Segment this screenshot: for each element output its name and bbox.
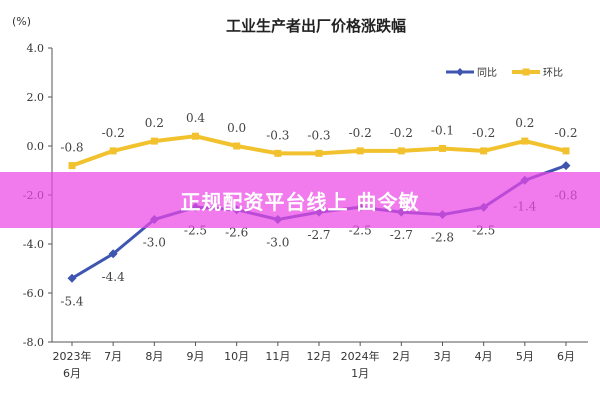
data-point (192, 132, 199, 140)
legend-marker (456, 68, 464, 76)
x-tick-label: 2023年 (53, 349, 92, 363)
data-label: 0.2 (515, 116, 534, 130)
data-point (67, 273, 77, 283)
y-tick-label: 0.0 (27, 140, 45, 153)
data-label: 0.2 (145, 116, 164, 130)
data-point (150, 137, 158, 145)
y-tick-label: -4.0 (23, 238, 44, 251)
x-tick-label: 10月 (224, 350, 249, 363)
x-tick-label: 3月 (434, 350, 452, 363)
x-tick-label: 4月 (475, 350, 493, 363)
data-label: 0.4 (186, 111, 205, 125)
x-tick-label: 5月 (516, 350, 534, 363)
data-label: -0.2 (472, 126, 495, 140)
x-tick-label: 9月 (187, 350, 205, 363)
data-label: -4.4 (102, 270, 126, 284)
data-point (439, 144, 446, 152)
y-tick-label: -8.0 (23, 336, 44, 349)
data-point (315, 149, 323, 157)
x-tick-label: 2月 (392, 350, 410, 363)
data-label: -0.3 (307, 128, 330, 142)
data-label: -2.7 (390, 228, 413, 242)
data-labels: -5.4-4.4-3.0-2.5 -2.6-3.0-2.7 -2.5 -2.7 -2.8… (60, 111, 577, 308)
data-label: -0.3 (266, 128, 289, 142)
data-label: -2.6 (225, 226, 248, 240)
data-point (561, 161, 571, 171)
data-label: -3.0 (143, 236, 166, 250)
data-point (480, 147, 488, 155)
data-label: -2.7 (307, 228, 330, 242)
legend-label: 环比 (543, 67, 563, 79)
y-tick-label: 4.0 (27, 42, 45, 55)
data-label: -3.0 (266, 236, 289, 250)
data-point (233, 142, 241, 150)
x-tick-label: 6月 (557, 350, 575, 363)
data-point (108, 249, 118, 259)
legend-marker (522, 68, 530, 76)
data-point (356, 147, 364, 155)
x-tick-label: 1月 (351, 367, 369, 380)
legend-item-mom: 环比 (512, 67, 563, 79)
data-label: -0.2 (102, 126, 125, 140)
legend-label: 同比 (477, 67, 497, 79)
y-unit-label: (%) (12, 15, 31, 28)
data-point (274, 149, 282, 157)
data-point (68, 162, 76, 170)
legend: 同比 环比 (446, 67, 563, 79)
x-tick-label: 2024年 (341, 349, 380, 363)
series-mom (68, 132, 570, 170)
data-point (397, 147, 405, 155)
data-label: -0.2 (349, 126, 372, 140)
x-tick-label: 11月 (265, 350, 290, 363)
legend-item-yoy: 同比 (446, 67, 497, 79)
data-label: -2.8 (431, 231, 454, 245)
data-label: -0.2 (390, 126, 413, 140)
axes: 4.02.00.0-2.0-4.0-6.0-8.02023年6月7月8月9月10… (23, 42, 588, 380)
data-point (109, 147, 117, 155)
y-tick-label: 2.0 (27, 91, 45, 104)
data-label: -0.8 (60, 141, 83, 155)
data-label: -0.2 (554, 126, 577, 140)
watermark-text: 正规配资平台线上 曲令敏 (180, 189, 420, 214)
data-point (521, 137, 529, 145)
chart-title: 工业生产者出厂价格涨跌幅 (226, 17, 406, 35)
y-tick-label: -6.0 (23, 287, 44, 300)
watermark-banner: 正规配资平台线上 曲令敏 (0, 172, 600, 228)
x-tick-label: 7月 (104, 350, 122, 363)
x-tick-label: 6月 (63, 367, 81, 380)
data-point (562, 147, 570, 155)
data-label: -5.4 (60, 294, 84, 308)
data-label: 0.0 (227, 121, 246, 135)
x-tick-label: 8月 (145, 350, 163, 363)
x-tick-label: 12月 (307, 350, 332, 363)
data-label: -0.1 (431, 123, 454, 137)
